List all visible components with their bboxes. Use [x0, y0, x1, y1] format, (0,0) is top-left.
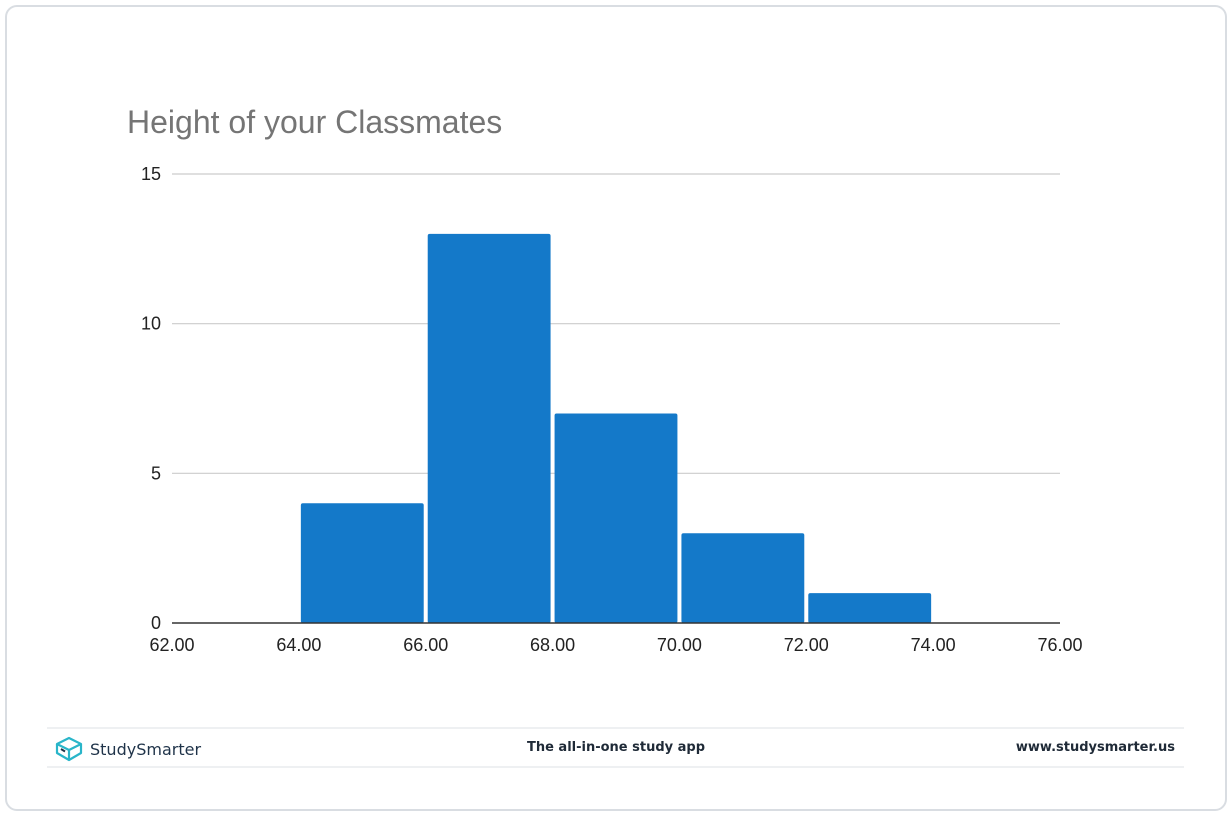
histogram-bar[interactable]: [808, 593, 932, 623]
x-tick-label: 70.00: [657, 635, 702, 655]
x-tick-label: 74.00: [911, 635, 956, 655]
x-tick-label: 66.00: [403, 635, 448, 655]
y-tick-label: 10: [141, 314, 161, 334]
histogram-bar[interactable]: [300, 503, 424, 623]
histogram-bars: [300, 233, 932, 623]
footer-divider-bottom: [47, 766, 1184, 768]
y-tick-label: 0: [151, 613, 161, 633]
brand-logo[interactable]: StudySmarter: [54, 735, 201, 763]
x-tick-labels: 62.00 64.00 66.00 68.00 70.00 72.00 74.00 76.00: [149, 635, 1082, 655]
footer-tagline: The all-in-one study app: [526, 740, 706, 755]
histogram-bar[interactable]: [554, 413, 678, 623]
x-tick-label: 76.00: [1037, 635, 1082, 655]
x-tick-label: 64.00: [276, 635, 321, 655]
footer-divider-top: [47, 727, 1184, 729]
chart-card: [5, 5, 1227, 811]
y-tick-label: 5: [151, 463, 161, 483]
box-logo-icon: [55, 736, 83, 762]
y-tick-labels: 0 5 10 15: [141, 164, 161, 633]
histogram-bar[interactable]: [427, 233, 551, 623]
brand-name: StudySmarter: [90, 739, 202, 759]
footer-website-link[interactable]: www.studysmarter.us: [1015, 740, 1175, 755]
histogram-bar[interactable]: [681, 533, 805, 623]
x-tick-label: 62.00: [149, 635, 194, 655]
x-tick-label: 68.00: [530, 635, 575, 655]
x-tick-label: 72.00: [784, 635, 829, 655]
chart-title: Height of your Classmates: [127, 104, 503, 140]
y-tick-label: 15: [141, 164, 161, 184]
